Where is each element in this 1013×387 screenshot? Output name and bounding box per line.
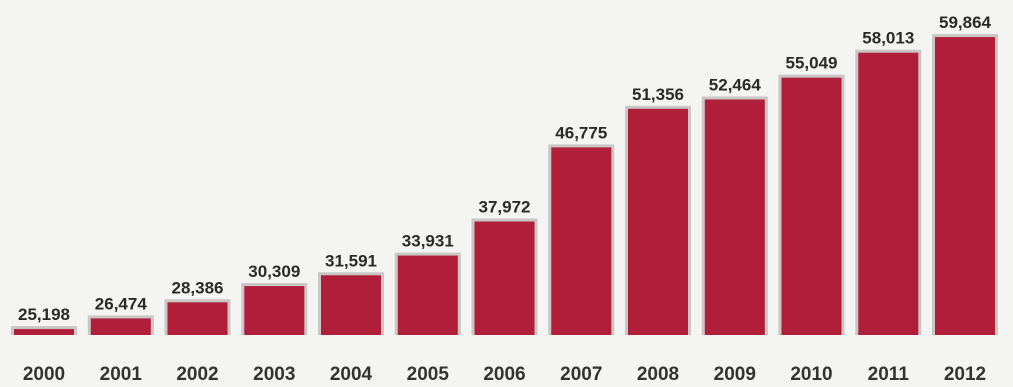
bar-2011 — [858, 52, 919, 335]
x-tick-label-2011: 2011 — [868, 364, 910, 385]
x-tick-label-2004: 2004 — [330, 364, 373, 385]
bar-2004 — [321, 275, 381, 335]
bar-2003 — [244, 286, 305, 335]
bar-2000 — [14, 329, 74, 335]
bar-2001 — [90, 318, 151, 335]
x-tick-label-2012: 2012 — [944, 364, 986, 385]
bar-2007 — [551, 147, 612, 335]
bar-2006 — [474, 221, 535, 335]
bar-2010 — [781, 77, 842, 335]
x-tick-label-2010: 2010 — [790, 364, 832, 385]
value-label-2012: 59,864 — [939, 13, 992, 32]
x-tick-label-2005: 2005 — [407, 364, 450, 385]
value-label-2008: 51,356 — [632, 85, 684, 104]
bars-layer — [11, 34, 998, 335]
bar-2008 — [628, 108, 688, 335]
value-label-2001: 26,474 — [95, 294, 148, 313]
value-label-2002: 28,386 — [172, 278, 224, 297]
x-tick-label-2008: 2008 — [637, 364, 679, 385]
value-label-2004: 31,591 — [325, 251, 377, 270]
bar-2002 — [167, 302, 228, 335]
x-tick-label-2002: 2002 — [176, 364, 218, 385]
x-tick-label-2006: 2006 — [483, 364, 525, 385]
bar-2009 — [704, 99, 765, 335]
value-label-2006: 37,972 — [479, 198, 531, 217]
x-tick-label-2007: 2007 — [560, 364, 602, 385]
bar-2005 — [397, 255, 458, 335]
x-tick-label-2003: 2003 — [253, 364, 295, 385]
value-labels-layer: 25,198 26,474 28,386 30,309 31,591 33,931 37,9… — [18, 13, 992, 324]
value-label-2005: 33,931 — [402, 232, 454, 251]
x-tick-label-2001: 2001 — [100, 364, 143, 385]
value-label-2000: 25,198 — [18, 305, 70, 324]
value-label-2009: 52,464 — [709, 76, 762, 95]
x-tick-labels: 2000 2001 2002 2003 2004 2005 2006 2007 2008 2009… — [23, 364, 986, 385]
x-tick-label-2000: 2000 — [23, 364, 65, 385]
value-label-2007: 46,775 — [555, 123, 607, 142]
value-label-2010: 55,049 — [786, 54, 838, 73]
value-label-2003: 30,309 — [248, 262, 300, 281]
x-tick-label-2009: 2009 — [714, 364, 756, 385]
bar-2012 — [935, 37, 995, 335]
value-label-2011: 58,013 — [862, 29, 914, 48]
